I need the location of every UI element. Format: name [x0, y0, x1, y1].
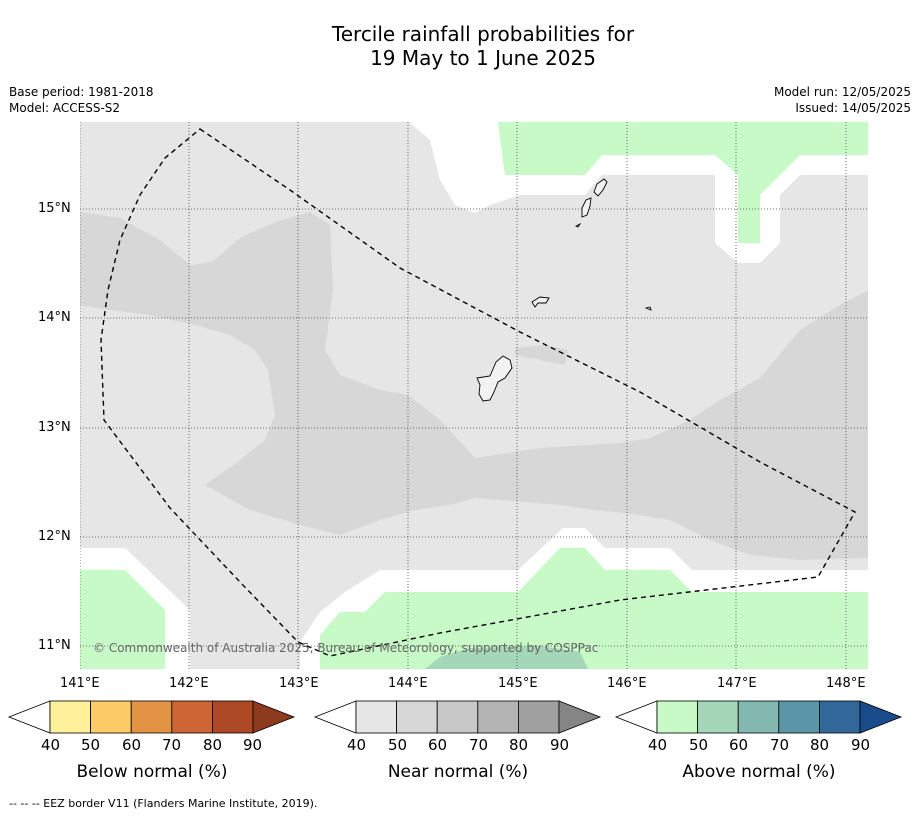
cb-below-tick-70: 70 — [162, 736, 182, 754]
colorbar-segment — [130, 700, 173, 734]
small-islet — [644, 306, 652, 311]
colorbar-left-arrow — [313, 700, 357, 734]
model-run-text: Model run: 12/05/2025 — [773, 85, 911, 99]
map-title-line2: 19 May to 1 June 2025 — [370, 46, 596, 70]
lat-label-11: 11°N — [38, 638, 71, 653]
cb-above-tick-70: 70 — [770, 736, 790, 754]
colorbar-segment — [819, 700, 861, 734]
cb-near-tick-90: 90 — [550, 736, 570, 754]
colorbar-below-label: Below normal (%) — [76, 762, 228, 782]
lat-label-13: 13°N — [38, 420, 71, 435]
colorbar-segment — [355, 700, 397, 734]
rota-island — [531, 296, 550, 308]
colorbar-segment — [49, 700, 91, 734]
island-outlines — [476, 178, 652, 402]
colorbar-right-arrow — [558, 700, 602, 734]
colorbar-segment — [90, 700, 132, 734]
cb-near-tick-60: 60 — [428, 736, 448, 754]
colorbar-segment — [211, 700, 254, 734]
gridlines — [80, 122, 868, 669]
colorbar-below-normal — [7, 700, 296, 734]
lon-label-148: 148°E — [826, 676, 866, 691]
colorbar-above-normal — [614, 700, 903, 734]
cb-near-tick-70: 70 — [469, 736, 489, 754]
colorbar-left-arrow — [7, 700, 51, 734]
saipan-island — [593, 178, 608, 197]
eez-note: -- -- -- EEZ border V11 (Flanders Marine… — [9, 797, 318, 810]
cb-above-tick-90: 90 — [851, 736, 871, 754]
colorbar-segment — [171, 700, 213, 734]
map-figure — [80, 122, 868, 669]
above-normal-southwest — [80, 570, 165, 669]
lon-label-144: 144°E — [388, 676, 428, 691]
colorbar-right-arrow — [252, 700, 296, 734]
map-title: Tercile rainfall probabilities for 19 Ma… — [0, 22, 919, 70]
lon-label-141: 141°E — [60, 676, 100, 691]
eez-border — [100, 128, 856, 657]
colorbar-segment — [737, 700, 780, 734]
tinian-island — [581, 197, 592, 218]
white-gap-southwest — [80, 548, 190, 669]
cb-below-tick-40: 40 — [41, 736, 61, 754]
colorbars — [7, 700, 903, 734]
cb-above-tick-50: 50 — [689, 736, 709, 754]
guam-island — [476, 355, 513, 402]
colorbar-segment — [778, 700, 820, 734]
lon-label-142: 142°E — [169, 676, 209, 691]
colorbar-right-arrow — [859, 700, 903, 734]
colorbar-near-normal — [313, 700, 602, 734]
colorbar-near-label: Near normal (%) — [387, 762, 529, 782]
map-title-line1: Tercile rainfall probabilities for — [331, 22, 635, 46]
colorbar-segment — [518, 700, 560, 734]
issued-text: Issued: 14/05/2025 — [795, 101, 911, 115]
map-area — [80, 122, 868, 669]
colorbar-segment — [396, 700, 438, 734]
white-gap-north — [409, 122, 868, 263]
lon-label-143: 143°E — [279, 676, 319, 691]
cb-below-tick-80: 80 — [203, 736, 223, 754]
base-period-text: Base period: 1981-2018 — [9, 85, 154, 99]
above-normal-50-patch — [425, 646, 588, 669]
cb-below-tick-50: 50 — [81, 736, 101, 754]
model-text: Model: ACCESS-S2 — [9, 101, 121, 115]
lon-label-146: 146°E — [607, 676, 647, 691]
cb-near-tick-80: 80 — [509, 736, 529, 754]
cb-above-tick-80: 80 — [810, 736, 830, 754]
cb-below-tick-90: 90 — [243, 736, 263, 754]
meta-right: Model run: 12/05/2025 Issued: 14/05/2025 — [774, 84, 911, 116]
cb-near-tick-40: 40 — [347, 736, 367, 754]
cb-above-tick-60: 60 — [729, 736, 749, 754]
cb-near-tick-50: 50 — [388, 736, 408, 754]
colorbar-segment — [436, 700, 479, 734]
meta-left: Base period: 1981-2018 Model: ACCESS-S2 — [9, 84, 154, 116]
copyright-text: © Commonwealth of Australia 2025, Bureau… — [93, 641, 599, 655]
above-normal-north — [498, 122, 868, 243]
cb-above-tick-40: 40 — [648, 736, 668, 754]
colorbar-segment — [477, 700, 519, 734]
lon-label-145: 145°E — [498, 676, 538, 691]
colorbar-segment — [697, 700, 739, 734]
lat-label-12: 12°N — [38, 529, 71, 544]
colorbar-segment — [656, 700, 698, 734]
aguijan-island — [574, 222, 582, 228]
lon-label-147: 147°E — [717, 676, 757, 691]
near-normal-50-region — [80, 212, 868, 560]
lat-label-14: 14°N — [38, 310, 71, 325]
colorbar-left-arrow — [614, 700, 658, 734]
lat-label-15: 15°N — [38, 201, 71, 216]
colorbar-above-label: Above normal (%) — [682, 762, 836, 782]
cb-below-tick-60: 60 — [122, 736, 142, 754]
above-normal-south — [320, 548, 868, 669]
